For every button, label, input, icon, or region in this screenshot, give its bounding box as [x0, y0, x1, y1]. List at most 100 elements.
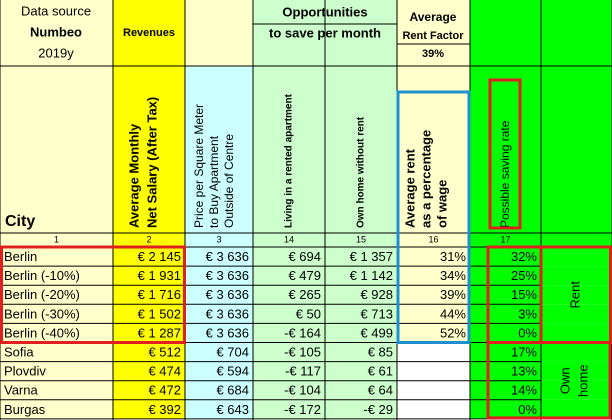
cell: -€ 117: [285, 364, 321, 379]
highlight-frame: [488, 78, 522, 230]
column-index: 2: [146, 234, 151, 244]
cell: 32%: [511, 249, 537, 264]
cell: € 3 636: [206, 306, 249, 321]
cell-bg: [325, 399, 397, 419]
cell-bg: [397, 323, 470, 343]
column-header: Average Monthly: [126, 123, 141, 228]
cell-bg: [113, 399, 185, 419]
cell: € 3 636: [206, 325, 249, 340]
cell: Berlin (-30%): [4, 306, 80, 321]
cell: 44%: [440, 306, 466, 321]
label: 39%: [422, 48, 444, 60]
cell: Berlin: [4, 249, 37, 264]
cell-bg: [397, 399, 470, 419]
cell: -€ 105: [284, 344, 321, 359]
cell: € 1 931: [138, 268, 181, 283]
cell: Berlin (-10%): [4, 268, 80, 283]
column-header: Net Salary (After Tax): [144, 97, 159, 228]
cell-bg: [397, 342, 470, 362]
column-index: 16: [428, 234, 438, 244]
cell-bg: [0, 0, 113, 247]
cell-bg: [185, 361, 253, 381]
label: City: [5, 213, 35, 230]
cell-bg: [0, 304, 113, 324]
cell: Burgas: [4, 402, 46, 417]
cell-bg: [541, 285, 612, 305]
cell-bg: [253, 247, 325, 267]
cell: 15%: [511, 287, 537, 302]
label: Average: [410, 10, 457, 24]
column-index: 3: [216, 234, 221, 244]
cell-bg: [185, 247, 253, 267]
column-header: Own home without rent: [356, 116, 367, 228]
cell-bg: [397, 285, 470, 305]
cell-bg: [541, 247, 612, 267]
cell: Sofia: [4, 344, 34, 359]
cell-bg: [253, 380, 325, 400]
cell-bg: [113, 0, 185, 247]
cell: € 3 636: [206, 287, 249, 302]
cell: € 1 502: [138, 306, 181, 321]
column-header: Price per Square Meter: [192, 104, 206, 228]
cell-bg: [325, 266, 397, 286]
cell-bg: [541, 304, 612, 324]
cell-bg: [0, 380, 113, 400]
cell: € 474: [148, 364, 181, 379]
column-header: Outside of Centre: [222, 134, 236, 228]
cell: Berlin (-40%): [4, 325, 80, 340]
cell: 25%: [511, 268, 537, 283]
cell-bg: [0, 285, 113, 305]
cell-bg: [541, 361, 612, 381]
cell: € 2 145: [138, 249, 181, 264]
cell-bg: [185, 304, 253, 324]
column-index: 15: [356, 234, 366, 244]
cell-bg: [397, 247, 470, 267]
cell: 39%: [440, 287, 466, 302]
cell: 3%: [518, 306, 537, 321]
cell: € 50: [296, 306, 321, 321]
cell-bg: [325, 247, 397, 267]
cell-bg: [185, 266, 253, 286]
cell: 0%: [518, 325, 537, 340]
cell-bg: [0, 361, 113, 381]
cell-bg: [185, 399, 253, 419]
cell: € 499: [360, 325, 393, 340]
cell: 31%: [440, 249, 466, 264]
cell-bg: [325, 323, 397, 343]
cell-bg: [185, 342, 253, 362]
column-header: Average rent: [402, 148, 417, 228]
cell-bg: [541, 323, 612, 343]
cell-bg: [0, 399, 113, 419]
highlight-frame: [486, 341, 612, 420]
label: Revenues: [123, 27, 175, 39]
cell-bg: [0, 323, 113, 343]
cell-bg: [397, 0, 470, 247]
cell-bg: [113, 304, 185, 324]
cell: € 928: [360, 287, 393, 302]
cell-bg: [113, 285, 185, 305]
cell-bg: [113, 247, 185, 267]
group-label: home: [575, 364, 590, 397]
cell-bg: [113, 323, 185, 343]
column-header: Possible saving rate: [498, 120, 512, 228]
cell-bg: [541, 266, 612, 286]
cell-bg: [113, 342, 185, 362]
cell-bg: [0, 247, 113, 267]
label: Data source: [21, 3, 91, 18]
cell: € 694: [288, 249, 321, 264]
cell-bg: [253, 266, 325, 286]
label: Numbeo: [30, 24, 82, 39]
cell: Varna: [4, 383, 38, 398]
group-label: Own: [557, 367, 572, 394]
cell: 14%: [511, 383, 537, 398]
cell-bg: [185, 323, 253, 343]
cell: Berlin (-20%): [4, 287, 80, 302]
cell-bg: [253, 399, 325, 419]
cell: € 512: [148, 344, 181, 359]
column-index: 1: [54, 234, 59, 244]
cell: € 3 636: [206, 249, 249, 264]
cell: 52%: [440, 325, 466, 340]
cell: € 643: [216, 402, 249, 417]
column-header: of wage: [434, 180, 449, 228]
